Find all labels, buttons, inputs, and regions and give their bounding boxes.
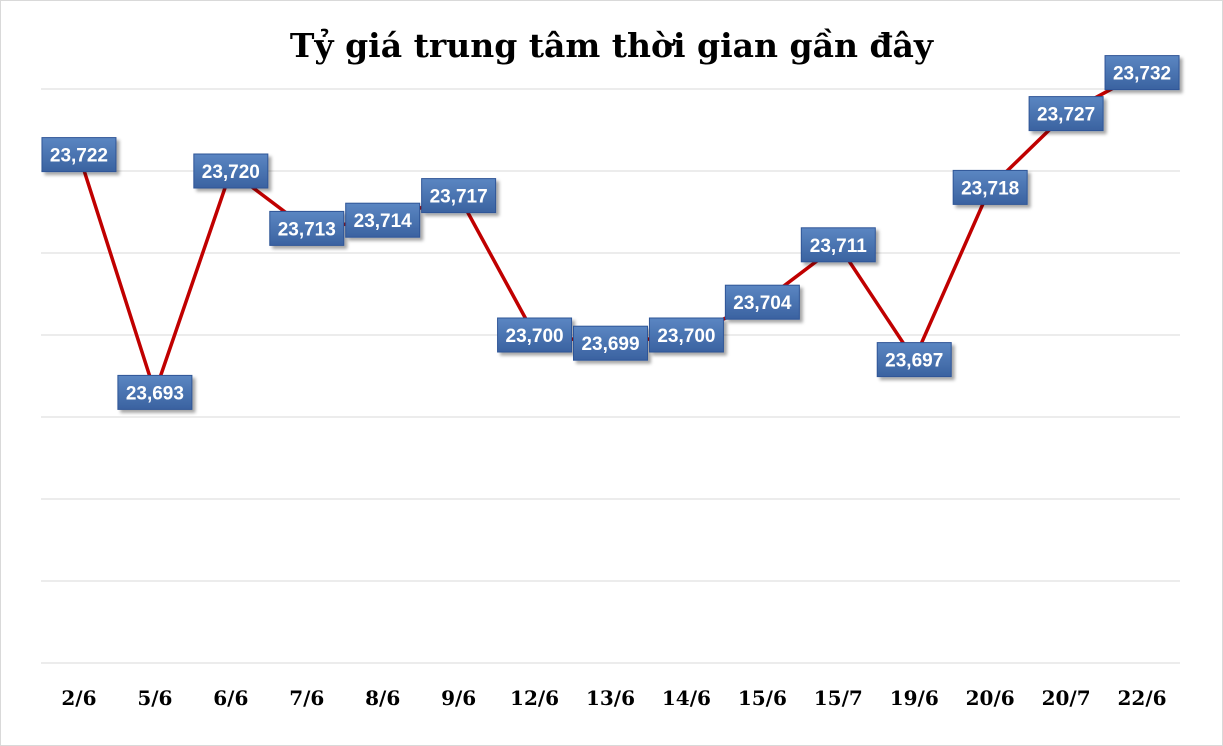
data-label-box	[193, 153, 269, 189]
data-label: 23,714	[345, 202, 421, 238]
data-label: 23,732	[1104, 55, 1180, 91]
data-label-text: 23,697	[885, 351, 943, 372]
data-label: 23,718	[952, 169, 1028, 205]
x-tick-label: 7/6	[289, 686, 324, 710]
x-tick-label: 19/6	[890, 686, 939, 710]
data-label: 23,713	[269, 210, 345, 246]
x-tick-label: 15/6	[738, 686, 787, 710]
data-label: 23,720	[193, 153, 269, 189]
x-tick-label: 6/6	[213, 686, 248, 710]
data-label-text: 23,699	[581, 334, 639, 355]
data-label-text: 23,720	[202, 162, 260, 183]
data-label-box	[117, 374, 193, 410]
data-label-box	[573, 325, 648, 361]
data-label-text: 23,713	[278, 219, 336, 240]
data-labels: 23,722 23,693 23,720 23,713 23,714 23,717 23,7…	[41, 55, 1180, 410]
data-label-text: 23,704	[733, 293, 792, 314]
data-label: 23,704	[724, 284, 800, 320]
data-label-box	[421, 178, 497, 214]
x-tick-label: 5/6	[137, 686, 172, 710]
data-label: 23,699	[573, 325, 648, 361]
data-label: 23,697	[876, 342, 952, 378]
data-label-box	[876, 342, 952, 378]
data-label-text: 23,722	[50, 146, 108, 167]
x-tick-label: 2/6	[61, 686, 96, 710]
data-label: 23,700	[648, 317, 724, 353]
x-tick-label: 14/6	[662, 686, 711, 710]
data-label-text: 23,718	[961, 178, 1019, 199]
data-label-box	[648, 317, 724, 353]
data-label-box	[269, 210, 345, 246]
x-tick-label: 15/7	[814, 686, 863, 710]
x-tick-label: 20/7	[1042, 686, 1091, 710]
data-label-box	[1104, 55, 1180, 91]
data-label-box	[724, 284, 800, 320]
data-label-text: 23,700	[506, 326, 564, 347]
x-tick-label: 22/6	[1118, 686, 1167, 710]
data-label: 23,711	[800, 227, 876, 263]
chart-title: Tỷ giá trung tâm thời gian gần đây	[289, 26, 934, 65]
data-label: 23,727	[1028, 96, 1104, 132]
data-label-text: 23,717	[430, 187, 488, 208]
x-tick-label: 9/6	[441, 686, 476, 710]
data-label-box	[497, 317, 573, 353]
data-label-text: 23,700	[657, 326, 715, 347]
data-label-box	[800, 227, 876, 263]
x-tick-label: 8/6	[365, 686, 400, 710]
data-label-box	[952, 169, 1028, 205]
data-label-box	[41, 137, 117, 173]
x-tick-label: 20/6	[966, 686, 1015, 710]
data-label: 23,693	[117, 374, 193, 410]
data-label-text: 23,727	[1037, 105, 1095, 126]
x-tick-label: 12/6	[510, 686, 559, 710]
data-label: 23,717	[421, 178, 497, 214]
data-label-text: 23,714	[354, 211, 413, 232]
data-label-text: 23,732	[1113, 64, 1171, 85]
data-label-text: 23,711	[810, 236, 867, 257]
x-tick-label: 13/6	[586, 686, 635, 710]
data-label-box	[1028, 96, 1104, 132]
data-label: 23,722	[41, 137, 117, 173]
data-label: 23,700	[497, 317, 573, 353]
data-label-box	[345, 202, 421, 238]
data-label-text: 23,693	[126, 383, 184, 404]
x-axis-labels: 2/6 5/6 6/6 7/6 8/6 9/6 12/6 13/6 14/6 15/6 15/7 19…	[61, 686, 1166, 710]
